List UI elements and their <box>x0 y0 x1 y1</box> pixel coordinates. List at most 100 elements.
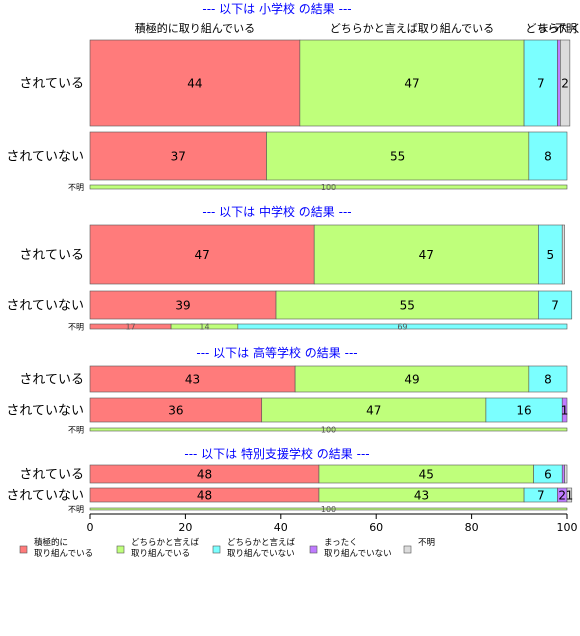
legend-swatch <box>309 545 318 554</box>
bar-segment <box>523 39 558 127</box>
bar-segment <box>538 290 573 320</box>
segment-value-label: 55 <box>400 299 415 313</box>
row-label: されている <box>19 373 84 388</box>
legend-swatch <box>403 545 412 554</box>
legend-label: どちらかと言えば <box>131 537 200 548</box>
segment-value-label: 6 <box>544 468 552 482</box>
row-label: されていない <box>6 489 84 504</box>
legend-label: 取り組んでいる <box>131 548 190 559</box>
x-tick-label: 100 <box>557 521 578 534</box>
x-tick-label: 20 <box>178 521 192 534</box>
segment-value-label: 100 <box>321 505 336 514</box>
segment-value-label: 7 <box>551 299 559 313</box>
segment-value-label: 100 <box>321 183 336 192</box>
bar-segment <box>275 290 539 320</box>
legend-label: どちらかと言えば <box>227 537 296 548</box>
segment-value-label: 39 <box>175 299 190 313</box>
row-label: されている <box>19 248 84 263</box>
segment-value-label: 8 <box>544 150 552 164</box>
segment-header-label: 不明 <box>555 22 577 35</box>
segment-value-label: 69 <box>397 322 407 331</box>
segment-value-label: 7 <box>537 77 545 91</box>
segment-value-label: 100 <box>321 425 336 434</box>
bar-segment <box>89 427 568 432</box>
segment-value-label: 48 <box>197 468 212 482</box>
legend-label: 積極的に <box>34 537 68 548</box>
row-label: 不明 <box>68 505 84 514</box>
segment-value-label: 43 <box>414 489 429 503</box>
segment-value-label: 1 <box>566 489 574 503</box>
bar-segment <box>266 131 530 181</box>
panel-title: --- 以下は 高等学校 の結果 --- <box>196 345 357 360</box>
bar-segment <box>89 224 315 285</box>
bar-segment <box>557 39 561 127</box>
x-tick-label: 0 <box>87 521 94 534</box>
segment-value-label: 2 <box>561 77 569 91</box>
bar-segment <box>561 397 568 423</box>
segment-value-label: 43 <box>185 373 200 387</box>
bar-segment <box>89 290 277 320</box>
bar-segment <box>237 323 568 330</box>
bar-segment <box>89 365 296 393</box>
segment-value-label: 14 <box>199 322 209 331</box>
panel-title: --- 以下は 中学校 の結果 --- <box>202 204 351 219</box>
bar-segment <box>89 507 568 511</box>
legend-swatch <box>212 545 221 554</box>
segment-value-label: 55 <box>390 150 405 164</box>
row-label: 不明 <box>68 425 84 434</box>
x-tick-label: 40 <box>274 521 288 534</box>
bar-segment <box>89 39 301 127</box>
row-label: されている <box>19 77 84 92</box>
segment-header-label: どちらかと言えば取り組んでいる <box>330 22 494 35</box>
bar-segment <box>313 224 539 285</box>
row-label: されている <box>19 468 84 483</box>
segment-header-label: 積極的に取り組んでいる <box>135 21 255 35</box>
bar-segment <box>89 184 568 190</box>
segment-value-label: 1 <box>561 404 569 418</box>
segment-value-label: 2 <box>558 489 566 503</box>
legend-swatch <box>116 545 125 554</box>
row-label: されていない <box>6 404 84 419</box>
bar-segment <box>261 397 487 423</box>
segment-value-label: 8 <box>544 373 552 387</box>
bar-segment <box>566 487 573 503</box>
bar-segment <box>564 464 568 484</box>
segment-value-label: 47 <box>419 248 434 262</box>
segment-value-label: 5 <box>546 248 554 262</box>
bar-segment <box>89 131 267 181</box>
segment-value-label: 7 <box>537 489 545 503</box>
bar-segment <box>528 131 568 181</box>
legend-label: 取り組んでいない <box>227 548 295 559</box>
segment-value-label: 44 <box>187 77 202 91</box>
segment-value-label: 47 <box>366 404 381 418</box>
legend-label: 不明 <box>418 538 435 548</box>
legend-swatch <box>19 545 28 554</box>
row-label: されていない <box>6 150 84 165</box>
x-tick-label: 60 <box>369 521 383 534</box>
panel-title: --- 以下は 小学校 の結果 --- <box>202 1 351 16</box>
segment-value-label: 45 <box>419 468 434 482</box>
panel-title: --- 以下は 特別支援学校 の結果 --- <box>184 446 369 461</box>
segment-value-label: 36 <box>168 404 183 418</box>
bar-segment <box>560 39 571 127</box>
bar-segment <box>561 464 565 484</box>
segment-header-label: まったく <box>538 22 580 35</box>
segment-value-label: 47 <box>404 77 419 91</box>
legend-label: 取り組んでいない <box>324 548 392 559</box>
bar-segment <box>528 365 568 393</box>
x-tick-label: 80 <box>465 521 479 534</box>
segment-value-label: 47 <box>194 248 209 262</box>
bar-segment <box>89 397 263 423</box>
row-label: されていない <box>6 299 84 314</box>
legend-label: まったく <box>324 538 358 548</box>
segment-value-label: 49 <box>404 373 419 387</box>
row-label: 不明 <box>68 183 84 192</box>
segment-value-label: 16 <box>516 404 531 418</box>
row-label: 不明 <box>68 322 84 331</box>
legend-label: 取り組んでいる <box>34 548 93 559</box>
bar-segment <box>561 224 565 285</box>
segment-value-label: 17 <box>125 322 135 331</box>
segment-header-label: どちら <box>526 22 559 35</box>
segment-value-label: 37 <box>171 150 186 164</box>
